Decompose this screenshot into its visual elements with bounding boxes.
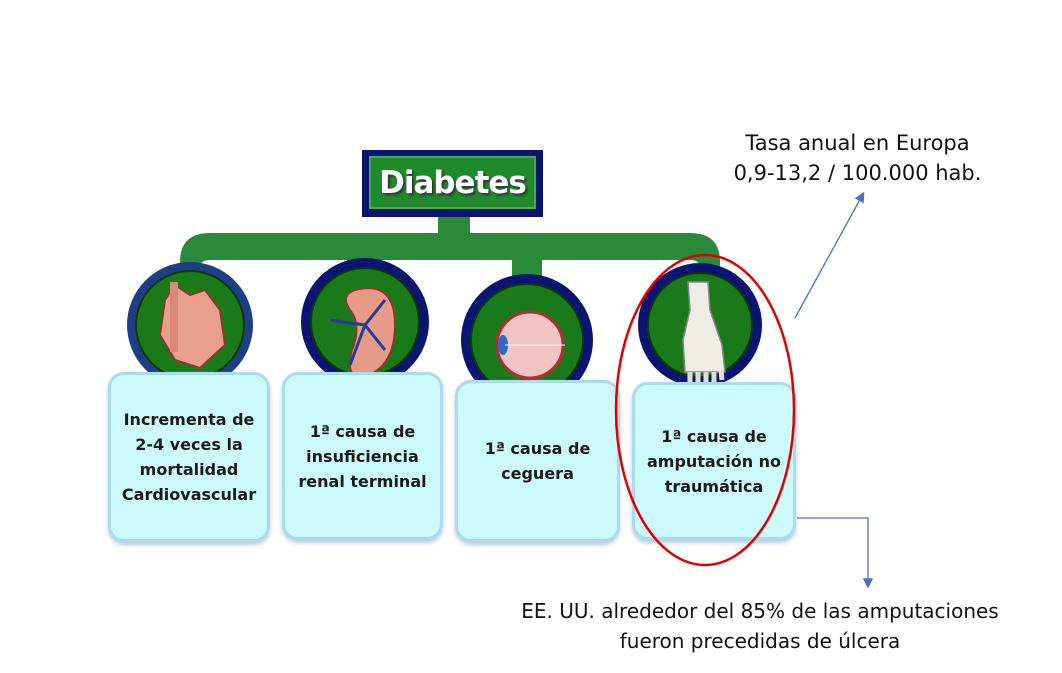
kidney-icon — [329, 287, 397, 380]
item-box-renal: 1ª causa de insuficiencia renal terminal — [282, 372, 443, 540]
eye-circle — [461, 274, 593, 406]
us-note-line2: fueron precedidas de úlcera — [619, 629, 901, 653]
eye-icon — [495, 310, 565, 380]
item-box-blindness: 1ª causa de ceguera — [455, 380, 620, 542]
item-box-amputation: 1ª causa de amputación no traumática — [632, 382, 796, 540]
item-box-cardiovascular: Incrementa de 2-4 veces la mortalidad Ca… — [108, 372, 270, 542]
us-note-line1: EE. UU. alrededor del 85% de las amputac… — [521, 599, 999, 623]
tree-connector — [180, 210, 720, 298]
kidney-circle — [301, 258, 429, 386]
heart-circle — [127, 262, 253, 388]
heart-icon — [158, 282, 227, 370]
europe-rate-note: Tasa anual en Europa 0,9-13,2 / 100.000 … — [680, 128, 1035, 188]
us-amputation-note: EE. UU. alrededor del 85% de las amputac… — [470, 596, 1050, 656]
root-node-title: Diabetes — [369, 156, 536, 209]
europe-rate-line2: 0,9-13,2 / 100.000 hab. — [733, 161, 982, 185]
europe-rate-line1: Tasa anual en Europa — [745, 131, 970, 155]
foot-circle — [638, 263, 762, 387]
